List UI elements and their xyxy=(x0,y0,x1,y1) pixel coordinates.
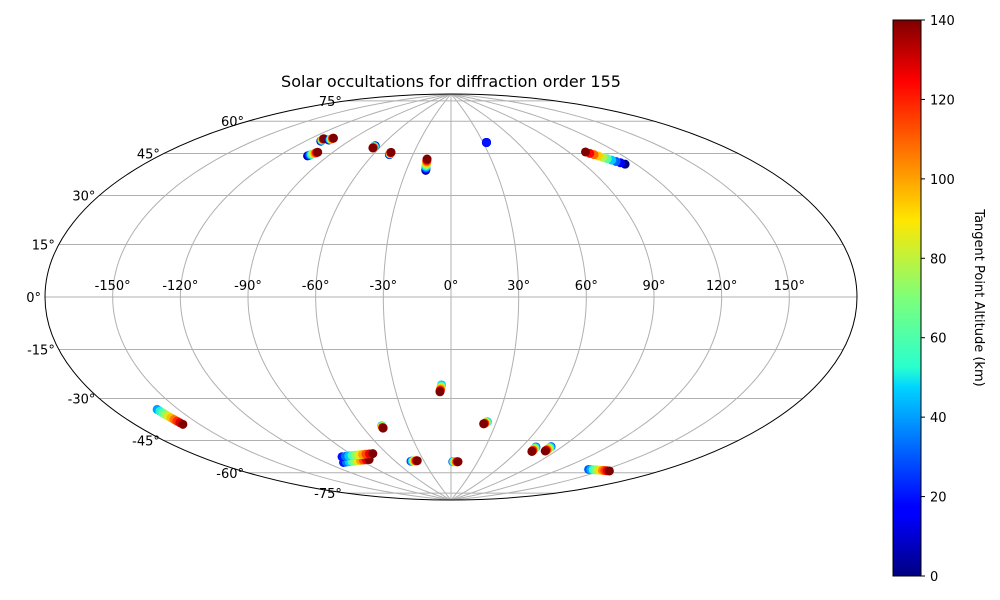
longitude-tick-label: 150° xyxy=(774,279,805,294)
longitude-tick-label: 0° xyxy=(444,279,459,294)
colorbar-tick-label: 100 xyxy=(930,173,955,188)
latitude-tick-label: 30° xyxy=(72,190,95,205)
occultation-point xyxy=(453,457,463,467)
latitude-tick-label: 15° xyxy=(32,238,55,253)
colorbar-ticks: 0 20 40 60 80 100 120 140 xyxy=(921,14,955,585)
longitude-tick-label: -90° xyxy=(234,279,262,294)
latitude-tick-label: 60° xyxy=(221,115,244,130)
longitude-tick-label: -30° xyxy=(369,279,397,294)
colorbar-tick-label: 40 xyxy=(930,411,947,426)
longitude-tick-label: 120° xyxy=(706,279,737,294)
colorbar-tick-label: 0 xyxy=(930,570,938,585)
longitude-tick-labels: -150° -120° -90° -60° -30° 0° 30° 60° 90° 120° 150… xyxy=(95,279,805,294)
latitude-tick-label: -15° xyxy=(27,344,55,359)
colorbar-tick-label: 20 xyxy=(930,491,947,506)
latitude-tick-label: 45° xyxy=(137,147,160,162)
colorbar-tick-label: 120 xyxy=(930,93,955,108)
longitude-tick-label: -150° xyxy=(95,279,131,294)
occultation-point xyxy=(328,133,338,143)
colorbar-gradient xyxy=(892,19,922,577)
occultation-point xyxy=(378,423,388,433)
occultation-point xyxy=(604,466,614,476)
occultation-point xyxy=(540,446,550,456)
latitude-tick-label: 0° xyxy=(26,291,41,306)
latitude-tick-label: -75° xyxy=(314,487,342,502)
longitude-tick-label: 90° xyxy=(642,279,665,294)
latitude-tick-label: 75° xyxy=(319,95,342,110)
occultation-point xyxy=(435,387,445,397)
longitude-tick-label: 60° xyxy=(575,279,598,294)
colorbar: 0 20 40 60 80 100 120 140 Tangent Point Altitud… xyxy=(892,14,986,585)
occultation-point xyxy=(412,456,422,466)
occultation-point xyxy=(178,419,188,429)
longitude-tick-label: -120° xyxy=(162,279,198,294)
map-boundary xyxy=(44,93,858,501)
occultation-point xyxy=(580,147,590,157)
colorbar-tick-label: 140 xyxy=(930,14,955,29)
chart-title: Solar occultations for diffraction order… xyxy=(281,72,621,91)
latitude-tick-label: -30° xyxy=(68,393,96,408)
colorbar-label: Tangent Point Altitude (km) xyxy=(971,208,986,386)
colorbar-tick-label: 60 xyxy=(930,332,947,347)
latitude-tick-labels: -75° -60° -45° -30° -15° 0° 15° 30° 45° 60° 75° xyxy=(26,95,342,502)
colorbar-tick-label: 80 xyxy=(930,252,947,267)
occultation-point xyxy=(527,446,537,456)
occultation-point xyxy=(368,143,378,153)
occultation-point xyxy=(386,147,396,157)
occultation-point xyxy=(479,419,489,429)
latitude-tick-label: -45° xyxy=(132,435,160,450)
occultation-point xyxy=(368,449,378,459)
longitude-tick-label: -60° xyxy=(302,279,330,294)
occultation-point xyxy=(422,154,432,164)
data-points xyxy=(152,133,630,476)
latitude-tick-label: -60° xyxy=(216,467,244,482)
occultation-point xyxy=(481,137,491,147)
longitude-tick-label: 30° xyxy=(507,279,530,294)
occultation-point xyxy=(313,147,323,157)
